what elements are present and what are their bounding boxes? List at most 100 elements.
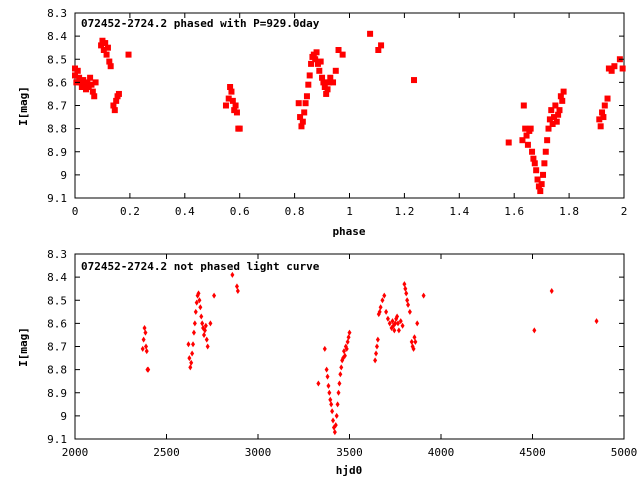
unphased-y-tick-label: 8.7 [47, 341, 67, 354]
phased-data-point [339, 51, 346, 58]
phased-data-point [233, 109, 240, 116]
phased-data-point [107, 63, 114, 70]
phased-data-point [317, 58, 324, 65]
unphased-data-point [339, 364, 344, 371]
unphased-data-point [395, 313, 400, 320]
phased-data-point [303, 93, 310, 100]
unphased-data-point [328, 396, 333, 403]
unphased-data-point [208, 320, 213, 327]
unphased-data-point [396, 327, 401, 334]
phased-data-point [533, 167, 540, 174]
phased-data-point [325, 79, 332, 86]
phased-plot-area [74, 12, 625, 199]
phased-data-point [98, 42, 105, 49]
unphased-data-point [412, 334, 417, 341]
unphased-x-tick-label: 3000 [245, 446, 272, 459]
phased-y-tick-label: 8.5 [47, 53, 67, 66]
unphased-x-axis-label: hjd0 [336, 464, 363, 477]
phased-x-tick-label: 1.8 [559, 205, 579, 218]
phased-data-point [335, 47, 342, 53]
phased-data-points [72, 30, 626, 195]
phased-data-point [548, 107, 555, 114]
unphased-data-point [203, 322, 208, 329]
unphased-data-point [324, 366, 329, 373]
unphased-x-tick-label: 5000 [611, 446, 638, 459]
unphased-data-point [393, 320, 398, 327]
unphased-data-point [142, 325, 147, 331]
unphased-data-point [234, 283, 239, 290]
unphased-data-point [594, 318, 599, 325]
phased-data-point [555, 111, 562, 118]
unphased-x-tick-label: 4000 [428, 446, 455, 459]
unphased-data-point [326, 382, 331, 389]
unphased-data-point [193, 308, 198, 315]
phased-chart-title: 072452-2724.2 phased with P=929.0day [81, 17, 320, 30]
unphased-axis-ticks: 2000 2500 3000 3500 4000 4500 5000 8.3 8.4 8.5 8.6… [47, 248, 637, 459]
unphased-data-point [398, 318, 403, 325]
phased-data-point [102, 40, 109, 47]
phased-data-point [313, 49, 320, 56]
unphased-data-point [230, 271, 235, 278]
phased-data-point [332, 67, 339, 74]
phased-data-point [552, 102, 559, 109]
phased-data-point [556, 107, 563, 114]
unphased-x-tick-label: 2000 [62, 446, 89, 459]
unphased-data-point [192, 320, 197, 327]
phased-data-point [306, 72, 313, 79]
phased-data-point [551, 114, 558, 121]
unphased-data-point [212, 292, 217, 299]
unphased-data-point [346, 334, 351, 341]
unphased-data-point [144, 348, 149, 355]
phased-data-point [541, 160, 548, 167]
unphased-y-tick-label: 8.5 [47, 294, 67, 307]
unphased-data-point [382, 292, 387, 299]
unphased-data-point [409, 338, 414, 345]
unphased-y-tick-label: 9.1 [47, 433, 67, 446]
unphased-data-point [202, 327, 207, 334]
unphased-data-point [378, 304, 383, 311]
phased-data-point [312, 56, 319, 63]
unphased-data-point [186, 341, 191, 348]
unphased-y-axis-label: I[mag] [17, 327, 30, 367]
phased-x-tick-label: 0.8 [285, 205, 305, 218]
unphased-data-point [387, 320, 392, 327]
unphased-data-point [345, 338, 350, 345]
unphased-data-point [188, 364, 193, 371]
unphased-data-point [197, 297, 202, 304]
phased-data-point [229, 97, 236, 104]
unphased-plot-frame [74, 253, 625, 440]
unphased-data-point [333, 422, 338, 429]
unphased-data-point [235, 288, 240, 294]
unphased-data-point [196, 290, 201, 297]
phased-x-tick-label: 0.2 [120, 205, 140, 218]
unphased-data-points [140, 271, 599, 436]
unphased-data-point [392, 327, 397, 334]
phased-y-tick-label: 9 [60, 169, 67, 182]
unphased-data-point [421, 292, 426, 299]
phased-data-point [523, 132, 530, 139]
unphased-x-tick-label: 3500 [336, 446, 363, 459]
unphased-data-point [191, 329, 196, 336]
phased-y-tick-label: 8.9 [47, 146, 67, 159]
unphased-data-point [377, 308, 382, 315]
phased-data-point [84, 79, 91, 86]
phased-data-point [72, 72, 78, 79]
unphased-data-point [316, 380, 321, 387]
phased-data-point [375, 47, 382, 53]
unphased-data-point [141, 336, 146, 343]
phased-data-point [115, 90, 122, 97]
unphased-data-point [380, 297, 385, 304]
phased-y-tick-label: 9.1 [47, 192, 67, 205]
unphased-y-tick-label: 9 [60, 410, 67, 423]
phased-data-point [330, 79, 337, 86]
phased-data-point [544, 137, 551, 144]
unphased-data-point [413, 338, 418, 345]
phased-light-curve-chart: 0 0.2 0.4 0.6 0.8 1 1.2 1.4 1.6 1.8 2 8.3 8.4 8.5 8.6 8… [17, 7, 627, 238]
unphased-data-point [330, 408, 335, 415]
phased-data-point [324, 86, 331, 93]
phased-data-point [320, 79, 327, 86]
phased-data-point [519, 137, 526, 144]
unphased-light-curve-chart: 2000 2500 3000 3500 4000 4500 5000 8.3 8.4 8.5 8.6… [17, 248, 637, 477]
unphased-data-point [373, 357, 378, 364]
unphased-x-tick-label: 2500 [153, 446, 180, 459]
